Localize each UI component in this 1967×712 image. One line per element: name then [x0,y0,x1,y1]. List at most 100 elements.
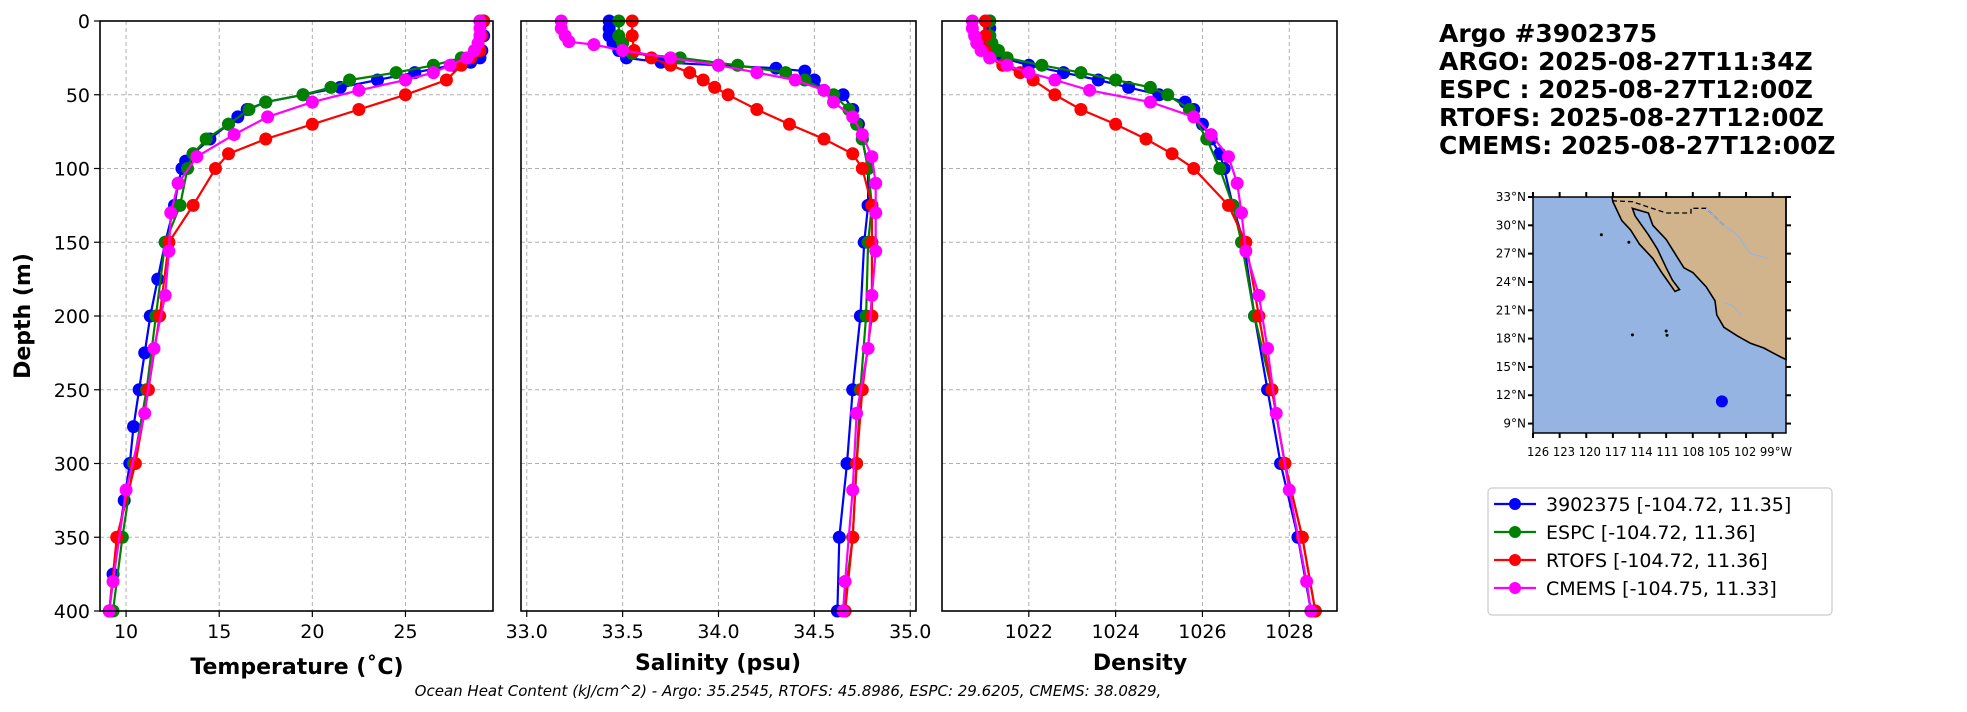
data-point [443,58,457,72]
y-tick-label: 100 [54,159,90,181]
axes-frame [941,20,1338,612]
data-point [164,206,178,220]
temperature-xlabel: Temperature (˚C) [190,655,403,680]
data-point [696,73,710,87]
header-rtofs-time: RTOFS: 2025-08-27T12:00Z [1439,103,1824,132]
series-cmems [102,14,487,618]
data-point [708,80,722,94]
map-lat-label: 24°N [1496,275,1526,289]
data-point [259,132,273,146]
data-point [1187,110,1201,124]
data-point [106,575,120,588]
data-point [460,51,474,65]
data-point [199,132,213,146]
data-point [1187,162,1201,175]
data-point [817,132,831,146]
y-tick-label: 0 [78,11,90,33]
legend-label: RTOFS [-104.72, 11.36] [1546,550,1768,572]
data-point [1221,198,1235,212]
data-point [587,38,601,52]
data-point [261,110,275,124]
data-point [861,341,875,355]
data-point [974,44,988,57]
data-point [1265,383,1279,397]
data-point [850,457,864,470]
data-point [1161,88,1175,102]
data-point [352,83,366,97]
data-point [147,341,161,355]
data-point [1109,117,1123,131]
data-point [173,198,187,212]
location-map: 33°N 30°N 27°N 24°N 21°N 18°N 15°N 12°N 9°N [1496,190,1791,438]
depth-ylabel: Depth (m) [11,253,36,379]
data-point [673,51,687,65]
data-point [1143,95,1157,109]
map-lat-label: 21°N [1496,303,1526,317]
data-point [1022,66,1036,80]
data-point [869,244,883,258]
data-point [855,162,869,175]
data-point [1252,288,1266,302]
legend-marker [1509,498,1521,510]
data-point [865,309,879,323]
data-point [110,530,124,544]
data-point [616,44,630,57]
data-point [782,117,796,131]
ocean-heat-content-text: Ocean Heat Content (kJ/cm^2) - Argo: 35.… [415,682,1162,700]
x-tick-label: 20 [300,621,324,643]
data-point [119,483,133,497]
legend-entry: RTOFS [-104.72, 11.36] [1494,550,1768,572]
density-xlabel: Density [1093,651,1187,676]
data-point [855,128,869,142]
x-tick-label: 1028 [1265,621,1313,643]
data-point [846,147,860,161]
data-point [1300,575,1314,588]
header-cmems-time: CMEMS: 2025-08-27T12:00Z [1439,131,1836,160]
x-tick-label: 1024 [1091,621,1139,643]
data-point [625,29,639,43]
data-point [259,95,273,109]
data-point [439,73,453,87]
y-tick-label: 150 [54,232,90,254]
header-argo-time: ARGO: 2025-08-27T11:34Z [1439,47,1813,76]
data-point [869,206,883,220]
x-tick-label: 34.0 [697,621,739,643]
data-point [991,44,1005,57]
data-point [398,73,412,87]
data-point [1083,83,1097,97]
map-lat-label: 9°N [1503,417,1526,431]
data-point [1074,103,1088,116]
density-axes: 1022 1024 1026 1028 [941,14,1338,643]
legend-frame [1487,487,1833,616]
data-point [846,110,860,124]
data-point [1204,128,1218,142]
y-tick-label: 400 [54,601,90,623]
map-land [1611,196,1787,361]
float-location-marker [1715,395,1728,408]
data-point [850,406,864,420]
map-island [1599,233,1603,237]
data-point [162,244,176,258]
legend-label: 3902375 [-104.72, 11.35] [1546,494,1791,516]
data-point [389,66,403,80]
map-lat-label: 18°N [1496,332,1526,346]
data-point [305,95,319,109]
map-frame [1532,196,1787,434]
data-point [827,95,841,109]
data-point [1035,58,1049,72]
legend-label: CMEMS [-104.75, 11.33] [1546,578,1777,600]
data-point [222,117,236,131]
data-point [869,176,883,190]
data-point [562,35,576,49]
y-tick-label: 50 [66,85,90,107]
map-lat-label: 15°N [1496,360,1526,374]
data-point [1239,244,1253,258]
data-point [846,483,860,497]
legend-marker [1509,582,1521,594]
y-tick-label: 200 [54,306,90,328]
data-point [983,51,997,65]
x-tick-label: 15 [207,621,231,643]
